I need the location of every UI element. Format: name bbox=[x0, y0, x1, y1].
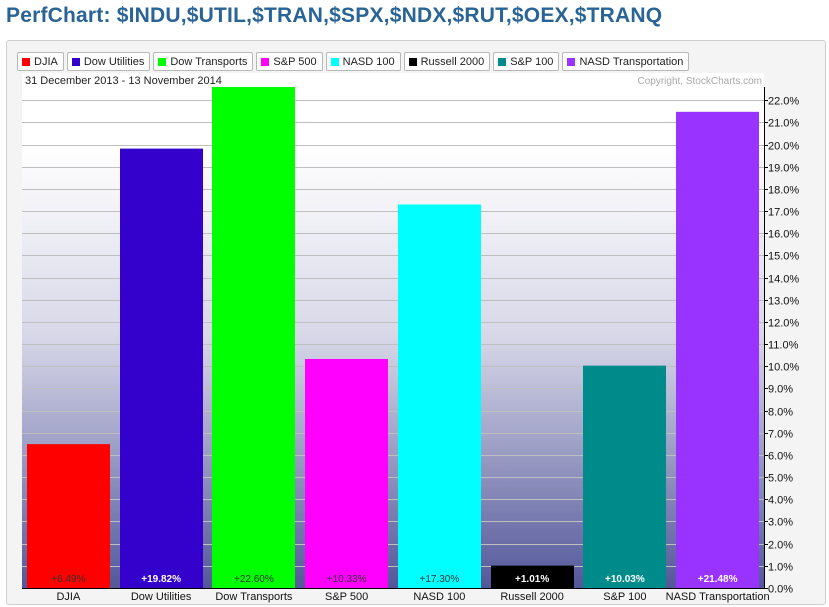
legend-item-sp-100[interactable]: S&P 100 bbox=[493, 52, 560, 71]
legend-label: NASD 100 bbox=[342, 55, 395, 68]
data-label: +1.01% bbox=[515, 574, 549, 585]
bar bbox=[491, 565, 574, 588]
x-tick-label: Dow Transports bbox=[215, 591, 293, 603]
y-tick-label: 8.0% bbox=[768, 407, 793, 419]
plot-header-band bbox=[22, 73, 764, 87]
legend-swatch bbox=[158, 57, 167, 66]
bars bbox=[27, 87, 759, 589]
y-tick-label: 13.0% bbox=[768, 296, 799, 308]
bar bbox=[212, 87, 295, 588]
y-tick-label: 14.0% bbox=[768, 274, 799, 286]
x-tick-label: NASD 100 bbox=[413, 591, 465, 603]
y-tick-label: 22.0% bbox=[768, 96, 799, 108]
y-tick-label: 16.0% bbox=[768, 229, 799, 241]
legend-item-dow-utilities[interactable]: Dow Utilities bbox=[66, 52, 151, 71]
bar bbox=[120, 148, 203, 588]
y-tick-label: 9.0% bbox=[768, 384, 793, 396]
y-tick-label: 17.0% bbox=[768, 207, 799, 219]
legend-swatch bbox=[71, 57, 80, 66]
x-axis: DJIA Dow Utilities Dow Transports S&P 500 NA… bbox=[22, 588, 770, 603]
legend-label: Dow Utilities bbox=[83, 55, 145, 68]
legend-swatch bbox=[567, 57, 576, 66]
x-tick-label: NASD Transportation bbox=[666, 591, 770, 603]
chart-title: PerfChart: $INDU,$UTIL,$TRAN,$SPX,$NDX,$… bbox=[6, 4, 663, 27]
data-label: +10.03% bbox=[605, 574, 645, 585]
y-tick-label: 19.0% bbox=[768, 163, 799, 175]
y-tick-label: 12.0% bbox=[768, 318, 799, 330]
bar bbox=[676, 111, 759, 589]
legend-swatch bbox=[261, 57, 270, 66]
x-tick-label: DJIA bbox=[56, 591, 81, 603]
data-label: +19.82% bbox=[141, 574, 181, 585]
y-tick-label: 5.0% bbox=[768, 473, 793, 485]
legend-label: Russell 2000 bbox=[420, 55, 485, 68]
legend-item-djia[interactable]: DJIA bbox=[17, 52, 64, 71]
bar bbox=[27, 444, 110, 588]
legend-swatch bbox=[22, 57, 30, 66]
y-tick-label: 20.0% bbox=[768, 141, 799, 153]
data-label: +6.49% bbox=[51, 574, 85, 585]
y-tick-label: 2.0% bbox=[768, 540, 793, 552]
y-tick-label: 4.0% bbox=[768, 495, 793, 507]
data-label: +10.33% bbox=[327, 574, 367, 585]
legend-swatch bbox=[330, 57, 339, 66]
legend-label: NASD Transportation bbox=[579, 55, 684, 68]
y-tick-label: 11.0% bbox=[768, 340, 799, 352]
legend-label: S&P 100 bbox=[510, 55, 554, 68]
y-tick-label: 1.0% bbox=[768, 562, 793, 574]
y-axis: 0.0% 1.0% 2.0% 3.0% 4.0% 5.0% 6.0% 7.0% 8.0% 9.0%… bbox=[764, 87, 799, 596]
legend-item-russell-2000[interactable]: Russell 2000 bbox=[403, 52, 491, 71]
y-tick-label: 0.0% bbox=[768, 584, 793, 596]
y-tick-label: 18.0% bbox=[768, 185, 799, 197]
x-tick-label: Russell 2000 bbox=[500, 591, 564, 603]
y-tick-label: 7.0% bbox=[768, 429, 793, 441]
data-label: +22.60% bbox=[234, 574, 274, 585]
copyright: Copyright, StockCharts.com bbox=[638, 76, 763, 87]
bar bbox=[305, 359, 388, 588]
y-tick-label: 21.0% bbox=[768, 118, 799, 130]
y-tick-label: 10.0% bbox=[768, 362, 799, 374]
x-tick-label: Dow Utilities bbox=[131, 591, 192, 603]
x-tick-label: S&P 500 bbox=[325, 591, 368, 603]
data-label: +17.30% bbox=[419, 574, 459, 585]
y-tick-label: 6.0% bbox=[768, 451, 793, 463]
legend-item-nasd-transportation[interactable]: NASD Transportation bbox=[562, 52, 690, 71]
legend-item-sp-500[interactable]: S&P 500 bbox=[256, 52, 323, 71]
legend-swatch bbox=[498, 57, 507, 66]
y-tick-label: 15.0% bbox=[768, 251, 799, 263]
legend-item-nasd-100[interactable]: NASD 100 bbox=[325, 52, 401, 71]
bar bbox=[398, 204, 481, 588]
legend-label: DJIA bbox=[34, 55, 58, 68]
legend-label: Dow Transports bbox=[170, 55, 248, 68]
y-tick-label: 3.0% bbox=[768, 517, 793, 529]
date-range: 31 December 2013 - 13 November 2014 bbox=[25, 75, 222, 87]
legend: DJIA Dow Utilities Dow Transports S&P 50… bbox=[17, 52, 690, 71]
data-label: +21.48% bbox=[698, 574, 738, 585]
legend-swatch bbox=[408, 57, 417, 66]
legend-label: S&P 500 bbox=[273, 55, 317, 68]
data-labels: +6.49% +19.82% +22.60% +10.33% +17.30% +1.01%… bbox=[51, 574, 737, 585]
x-tick-label: S&P 100 bbox=[603, 591, 646, 603]
bar bbox=[583, 365, 666, 588]
legend-item-dow-transports[interactable]: Dow Transports bbox=[153, 52, 254, 71]
